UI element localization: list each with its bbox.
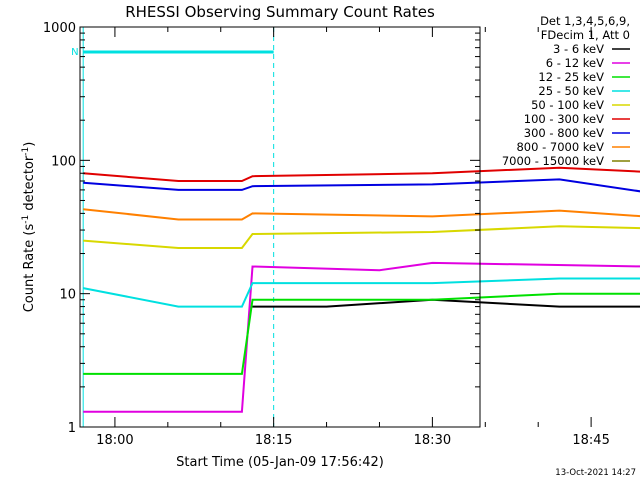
y-tick-label: 1000 — [43, 21, 76, 36]
x-axis-label: Start Time (05-Jan-09 17:56:42) — [176, 455, 384, 470]
plot-frame — [79, 26, 481, 428]
series-line — [83, 277, 640, 308]
legend-label: 25 - 50 keV — [538, 84, 604, 98]
legend: Det 1,3,4,5,6,9,FDecim 1, Att 03 - 6 keV… — [502, 14, 630, 168]
series-line — [83, 178, 640, 193]
y-tick-label: 100 — [51, 154, 76, 169]
legend-label: 12 - 25 keV — [538, 70, 604, 84]
series-line — [83, 261, 640, 413]
y-tick-label: 10 — [59, 288, 76, 303]
series-line — [83, 292, 640, 375]
legend-label: 50 - 100 keV — [531, 98, 604, 112]
y-axis-label-sup1: -1 — [21, 215, 31, 224]
legend-label: 6 - 12 keV — [546, 56, 604, 70]
legend-label: 7000 - 15000 keV — [502, 154, 604, 168]
series-line — [83, 225, 640, 249]
legend-label: 300 - 800 keV — [524, 126, 604, 140]
legend-header: FDecim 1, Att 0 — [541, 28, 630, 42]
x-tick-label: 18:15 — [255, 433, 292, 448]
series-line — [83, 208, 640, 221]
y-axis-label-main: Count Rate (s — [22, 224, 37, 313]
axis-ticks: 18:0018:1518:3018:4519:0019:1519:3011010… — [43, 21, 610, 448]
plot-area: NS — [71, 27, 640, 427]
y-tick-label: 1 — [68, 421, 76, 436]
series-line — [252, 298, 640, 308]
legend-header: Det 1,3,4,5,6,9, — [540, 14, 630, 28]
y-axis-label-mid: detector — [22, 155, 37, 215]
timestamp: 13-Oct-2021 14:27 — [555, 468, 636, 478]
x-tick-label: 18:45 — [572, 433, 609, 448]
x-tick-label: 18:00 — [96, 433, 133, 448]
y-axis-label-end: ) — [22, 142, 37, 147]
legend-label: 100 - 300 keV — [524, 112, 604, 126]
series-line — [83, 166, 640, 182]
x-tick-label: 18:30 — [414, 433, 451, 448]
legend-label: 3 - 6 keV — [553, 42, 604, 56]
legend-label: 800 - 7000 keV — [516, 140, 604, 154]
flag-label: N — [71, 47, 78, 58]
chart-title: RHESSI Observing Summary Count Rates — [125, 3, 435, 21]
y-axis-label-sup2: -1 — [21, 147, 31, 156]
y-axis-label: Count Rate (s-1 detector-1) — [21, 142, 37, 313]
